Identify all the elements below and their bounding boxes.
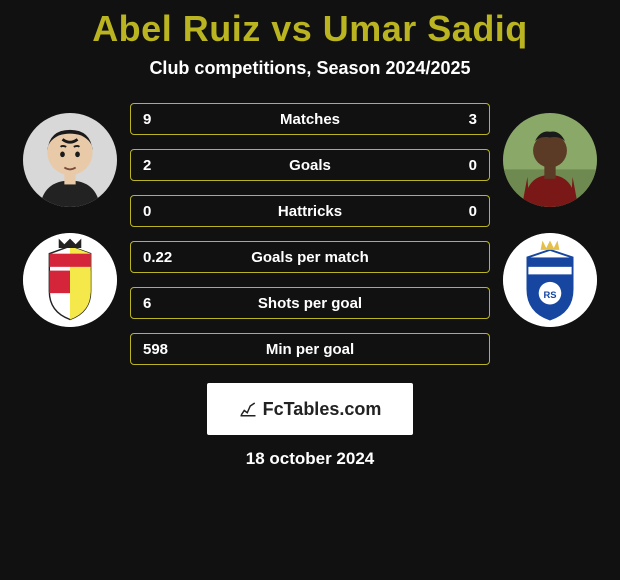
crest-left <box>23 233 117 327</box>
player-left-avatar <box>23 113 117 207</box>
stat-row: 598 Min per goal <box>130 333 490 365</box>
stat-left-value: 2 <box>143 157 193 174</box>
stats-column: 9 Matches 3 2 Goals 0 0 Hattricks 0 0.22… <box>130 103 490 365</box>
source-logo: FcTables.com <box>207 383 413 435</box>
stat-left-value: 598 <box>143 341 193 358</box>
player-right-avatar <box>503 113 597 207</box>
stat-right-value: 3 <box>427 111 477 128</box>
stat-row: 2 Goals 0 <box>130 149 490 181</box>
page-title: Abel Ruiz vs Umar Sadiq <box>92 8 528 50</box>
stat-row: 9 Matches 3 <box>130 103 490 135</box>
stat-label: Shots per goal <box>258 295 362 312</box>
date-label: 18 october 2024 <box>246 449 375 469</box>
chart-icon <box>239 400 257 418</box>
stat-left-value: 6 <box>143 295 193 312</box>
stat-label: Hattricks <box>278 203 342 220</box>
svg-text:RS: RS <box>543 289 556 300</box>
stat-left-value: 9 <box>143 111 193 128</box>
right-player-column: RS <box>490 103 610 327</box>
stat-row: 0 Hattricks 0 <box>130 195 490 227</box>
logo-text: FcTables.com <box>263 399 382 420</box>
stat-label: Goals <box>289 157 331 174</box>
stat-row: 6 Shots per goal <box>130 287 490 319</box>
stat-label: Goals per match <box>251 249 369 266</box>
stat-row: 0.22 Goals per match <box>130 241 490 273</box>
stat-left-value: 0.22 <box>143 249 193 266</box>
stat-left-value: 0 <box>143 203 193 220</box>
stat-label: Matches <box>280 111 340 128</box>
comparison-area: 9 Matches 3 2 Goals 0 0 Hattricks 0 0.22… <box>0 103 620 365</box>
left-player-column <box>10 103 130 327</box>
stat-right-value: 0 <box>427 203 477 220</box>
crest-right: RS <box>503 233 597 327</box>
stat-right-value: 0 <box>427 157 477 174</box>
subtitle: Club competitions, Season 2024/2025 <box>149 58 470 79</box>
stat-label: Min per goal <box>266 341 354 358</box>
